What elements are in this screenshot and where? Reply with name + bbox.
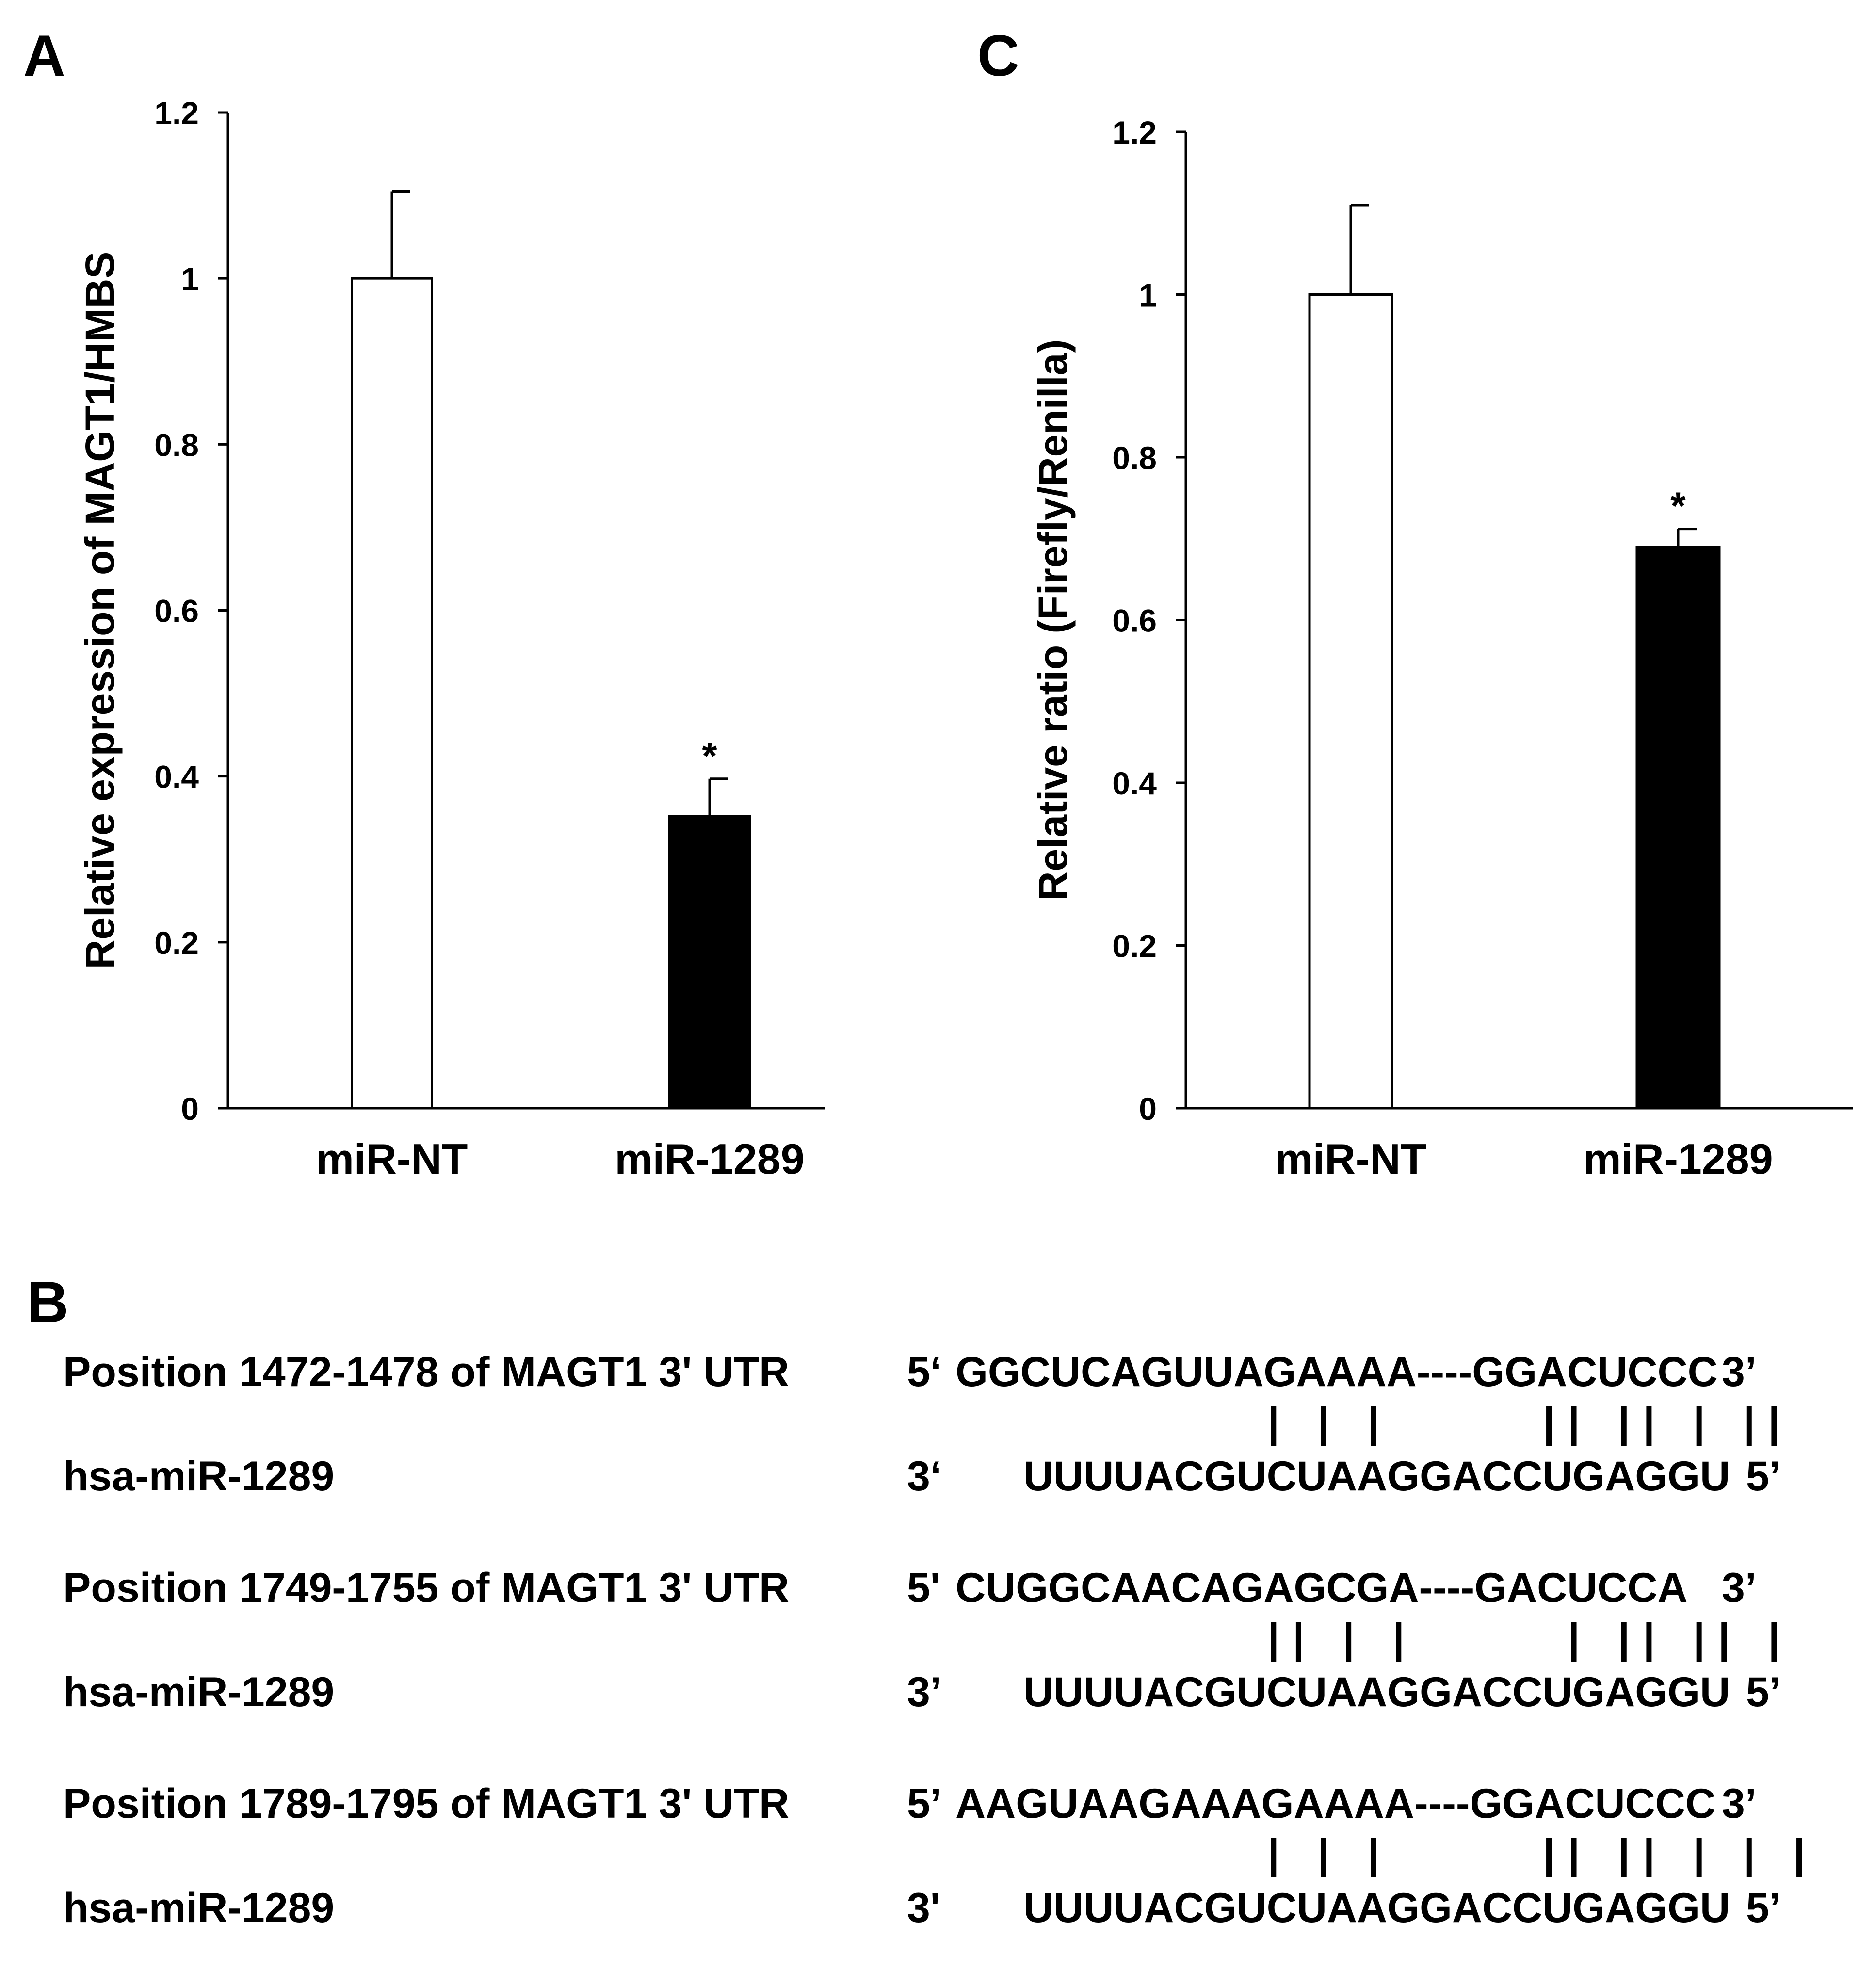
mirna-sequence: UUUUACGUCUAAGGACCUGAGGU <box>1023 1885 1730 1931</box>
mirna-5prime: 5’ <box>1746 1669 1781 1715</box>
utr-row: Position 1749-1755 of MAGT1 3' UTR 5' CUGG… <box>63 1564 1858 1617</box>
y-tick-label: 0.2 <box>1112 928 1157 964</box>
x-category-label: miR-1289 <box>1583 1135 1773 1183</box>
mirna-row: hsa-miR-1289 3’ UUUUACGUCUAAGGACCUGAGGU 5’ <box>63 1668 1858 1722</box>
utr-position-label: Position 1749-1755 of MAGT1 3' UTR <box>63 1565 790 1611</box>
base-pairing: | | | || || | | | <box>1261 1833 1812 1881</box>
y-tick-label: 0 <box>1139 1091 1157 1127</box>
mirna-5prime: 5’ <box>1746 1885 1781 1931</box>
panel-label-a: A <box>23 23 65 88</box>
mirna-row: hsa-miR-1289 3' UUUUACGUCUAAGGACCUGAGGU 5’ <box>63 1884 1858 1938</box>
bar-charts: 0 0.2 0.4 0.6 0.8 1 1.2 Relative expression of … <box>77 95 1853 1183</box>
y-tick-label: 1.2 <box>1112 114 1157 150</box>
utr-row: Position 1472-1478 of MAGT1 3' UTR 5‘ GGCU… <box>63 1348 1858 1402</box>
mirna-row: hsa-miR-1289 3‘ UUUUACGUCUAAGGACCUGAGGU 5’ <box>63 1453 1858 1506</box>
y-tick-label: 1.2 <box>154 95 199 131</box>
y-tick-label: 0.4 <box>154 759 199 795</box>
utr-sequence: AAGUAAGAAAGAAAA----GGACUCCC <box>955 1780 1715 1827</box>
x-category-label: miR-NT <box>316 1135 468 1183</box>
y-tick-label: 1 <box>1139 277 1157 313</box>
utr-5prime: 5' <box>907 1565 940 1611</box>
mirna-label: hsa-miR-1289 <box>63 1885 335 1931</box>
mirna-5prime: 5’ <box>1746 1453 1781 1500</box>
bar-mir-nt <box>351 277 433 1110</box>
chart-c: 0 0.2 0.4 0.6 0.8 1 1.2 Relative ratio (Firefly… <box>1030 114 1853 1183</box>
significance-marker: * <box>702 734 717 777</box>
utr-position-label: Position 1472-1478 of MAGT1 3' UTR <box>63 1349 790 1395</box>
x-category-label: miR-NT <box>1275 1135 1427 1183</box>
utr-position-label: Position 1789-1795 of MAGT1 3' UTR <box>63 1780 790 1827</box>
base-pairing: || | | | || || | <box>1261 1617 1787 1665</box>
utr-5prime: 5‘ <box>907 1349 942 1395</box>
y-tick-label: 0.8 <box>154 427 199 463</box>
bar-mir-nt <box>1308 293 1393 1110</box>
base-pairing: | | | || || | || <box>1261 1402 1787 1449</box>
significance-marker: * <box>1670 485 1686 528</box>
mirna-label: hsa-miR-1289 <box>63 1669 335 1715</box>
panel-label-b: B <box>27 1270 69 1335</box>
bar-mir-1289 <box>1635 546 1721 1110</box>
y-tick-label: 0 <box>181 1091 199 1127</box>
mirna-3prime: 3‘ <box>907 1453 942 1500</box>
utr-3prime: 3’ <box>1722 1565 1757 1611</box>
y-tick-label: 0.8 <box>1112 440 1157 476</box>
bar-mir-1289 <box>668 815 751 1110</box>
x-category-label: miR-1289 <box>615 1135 804 1183</box>
utr-3prime: 3’ <box>1722 1780 1757 1827</box>
utr-sequence: CUGGCAACAGAGCGA----GACUCCA <box>955 1565 1688 1611</box>
mirna-sequence: UUUUACGUCUAAGGACCUGAGGU <box>1023 1453 1730 1500</box>
y-tick-label: 1 <box>181 261 199 297</box>
utr-5prime: 5’ <box>907 1780 942 1827</box>
y-tick-label: 0.6 <box>154 593 199 629</box>
utr-3prime: 3’ <box>1722 1349 1757 1395</box>
y-axis-title: Relative expression of MAGT1/HMBS <box>77 252 123 969</box>
y-axis-title: Relative ratio (Firefly/Renilla) <box>1030 339 1076 901</box>
mirna-sequence: UUUUACGUCUAAGGACCUGAGGU <box>1023 1669 1730 1715</box>
y-tick-label: 0.6 <box>1112 603 1157 639</box>
panel-label-c: C <box>977 23 1019 88</box>
mirna-label: hsa-miR-1289 <box>63 1453 335 1500</box>
mirna-3prime: 3’ <box>907 1669 942 1715</box>
chart-a: 0 0.2 0.4 0.6 0.8 1 1.2 Relative expression of … <box>77 95 825 1183</box>
y-tick-label: 0.2 <box>154 925 199 961</box>
y-tick-label: 0.4 <box>1112 765 1157 801</box>
mirna-3prime: 3' <box>907 1885 940 1931</box>
utr-sequence: GGCUCAGUUAGAAAA----GGACUCCC <box>955 1349 1718 1395</box>
utr-row: Position 1789-1795 of MAGT1 3' UTR 5’ AAGU… <box>63 1780 1858 1833</box>
